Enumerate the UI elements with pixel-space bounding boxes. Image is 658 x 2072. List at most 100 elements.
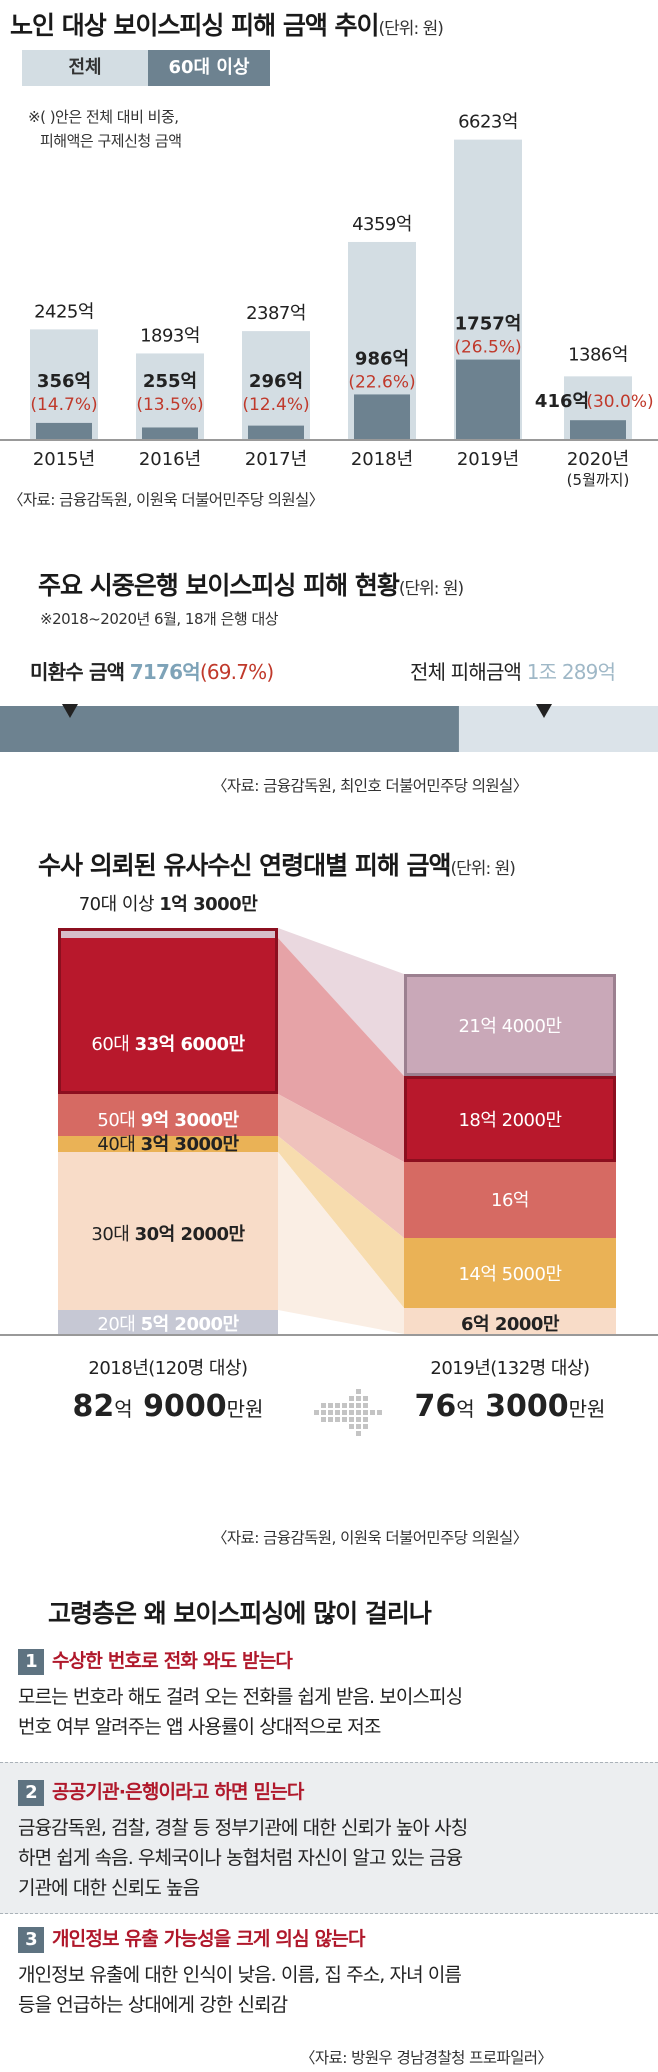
left-50-label: 50대 9억 3000만 bbox=[97, 1110, 239, 1131]
right-40-label: 14억 5000만 bbox=[458, 1264, 561, 1285]
ribbon-50 bbox=[278, 1094, 404, 1238]
right-70-frame bbox=[404, 974, 616, 1076]
section2-source: 〈자료: 금융감독원, 최인호 더불어민주당 의원실〉 bbox=[212, 777, 528, 795]
total-bar-2 bbox=[242, 331, 310, 439]
reason-3-line1: 개인정보 유출에 대한 인식이 낮음. 이름, 집 주소, 자녀 이름 bbox=[18, 1964, 462, 1986]
year-label-5: 2020년 bbox=[567, 449, 629, 470]
left-60-label: 60대 33억 6000만 bbox=[91, 1034, 245, 1055]
left-40-label: 40대 3억 3000만 bbox=[97, 1134, 239, 1155]
right-30-label: 6억 2000만 bbox=[461, 1314, 560, 1335]
unrefunded-marker bbox=[62, 704, 78, 718]
reason-1: 1 수상한 번호로 전화 와도 받는다 모르는 번호라 해도 걸려 오는 전화를 … bbox=[0, 1640, 658, 1762]
section2-title: 주요 시중은행 보이스피싱 피해 현황(단위: 원) bbox=[38, 571, 464, 600]
section4-source: 〈자료: 방원우 경남경찰청 프로파일러〉 bbox=[300, 2049, 553, 2067]
section3-title: 수사 의뢰된 유사수신 연령대별 피해 금액(단위: 원) bbox=[38, 851, 516, 880]
right-60-frame bbox=[404, 1076, 616, 1162]
section3-source: 〈자료: 금융감독원, 이원욱 더불어민주당 의원실〉 bbox=[212, 1529, 528, 1547]
total-label-4: 6623억 bbox=[458, 112, 518, 133]
share-label-0: (14.7%) bbox=[30, 395, 97, 415]
sixties-label-3: 986억 bbox=[355, 348, 409, 369]
reason-3-header: 3 개인정보 유출 가능성을 크게 의심 않는다 bbox=[18, 1924, 365, 1953]
reason-1-number: 1 bbox=[18, 1649, 44, 1675]
total-damage-value: 1조 289억 bbox=[526, 660, 616, 684]
year-label-0: 2015년 bbox=[33, 449, 95, 470]
reason-1-head: 수상한 번호로 전화 와도 받는다 bbox=[52, 1650, 293, 1672]
reason-2-header: 2 공공기관·은행이라고 하면 믿는다 bbox=[18, 1777, 304, 1806]
reason-3-number: 3 bbox=[18, 1927, 44, 1953]
total-bar-0 bbox=[30, 329, 98, 439]
right-seg-30 bbox=[404, 1308, 616, 1334]
left-60-frame bbox=[58, 928, 278, 1094]
sixties-label-5: 416억 bbox=[535, 391, 589, 412]
sixties-bar-5 bbox=[570, 420, 626, 439]
right-50-label: 16억 bbox=[491, 1190, 529, 1211]
total-label-5: 1386억 bbox=[568, 344, 628, 365]
left-seg-70 bbox=[58, 928, 278, 938]
right-year: 2019년(132명 대상) bbox=[430, 1358, 589, 1379]
left-seg-60 bbox=[58, 938, 278, 1094]
reason-1-header: 1 수상한 번호로 전화 와도 받는다 bbox=[18, 1646, 293, 1675]
left-year: 2018년(120명 대상) bbox=[88, 1358, 247, 1379]
total-label-group: 전체 피해금액 1조 289억 bbox=[410, 656, 616, 685]
sixties-bar-1 bbox=[142, 427, 198, 439]
bank-damage-bar bbox=[0, 704, 658, 752]
share-label-2: (12.4%) bbox=[242, 395, 309, 415]
section1-title: 노인 대상 보이스피싱 피해 금액 추이(단위: 원) bbox=[10, 11, 444, 40]
reason-2-line1: 금융감독원, 검찰, 경찰 등 정부기관에 대한 신뢰가 높아 사칭 bbox=[18, 1817, 468, 1839]
reason-1-line2: 번호 여부 알려주는 앱 사용률이 상대적으로 저조 bbox=[18, 1716, 381, 1738]
section3-unit: (단위: 원) bbox=[450, 859, 516, 879]
ribbon-40 bbox=[278, 1136, 404, 1308]
share-label-3: (22.6%) bbox=[348, 372, 415, 392]
share-label-4: (26.5%) bbox=[454, 338, 521, 358]
section1-legend: 전체 60대 이상 bbox=[22, 50, 270, 86]
right-seg-70 bbox=[404, 974, 616, 1076]
section1-unit: (단위: 원) bbox=[378, 19, 444, 39]
year-label-2: 2017년 bbox=[245, 449, 307, 470]
sixties-bar-0 bbox=[36, 422, 92, 439]
reason-3-line2: 등을 언급하는 상대에게 강한 신뢰감 bbox=[18, 1994, 288, 2016]
left-seg-40 bbox=[58, 1136, 278, 1152]
reason-1-line1: 모르는 번호라 해도 걸려 오는 전화를 쉽게 받음. 보이스피싱 bbox=[18, 1686, 463, 1708]
year-label-1: 2016년 bbox=[139, 449, 201, 470]
right-seg-60 bbox=[404, 1076, 616, 1162]
left-total: 82억 9000만원 bbox=[73, 1389, 264, 1424]
sixties-label-2: 296억 bbox=[249, 371, 303, 392]
ribbon-70 bbox=[278, 928, 404, 1076]
share-label-1: (13.5%) bbox=[136, 395, 203, 415]
reason-2-head: 공공기관·은행이라고 하면 믿는다 bbox=[52, 1781, 304, 1803]
sixties-label-4: 1757억 bbox=[455, 314, 522, 335]
ribbon-60 bbox=[278, 938, 404, 1162]
right-seg-50 bbox=[404, 1162, 616, 1238]
left-70-label: 70대 이상 1억 3000만 bbox=[79, 894, 258, 915]
sixties-bar-3 bbox=[354, 394, 410, 439]
reason-3-head: 개인정보 유출 가능성을 크게 의심 않는다 bbox=[52, 1928, 365, 1950]
reason-2: 2 공공기관·은행이라고 하면 믿는다 금융감독원, 검찰, 경찰 등 정부기관에… bbox=[0, 1762, 658, 1914]
reason-2-line3: 기관에 대한 신뢰도 높음 bbox=[18, 1877, 200, 1899]
left-20-label: 20대 5억 2000만 bbox=[97, 1314, 239, 1335]
total-label-2: 2387억 bbox=[246, 303, 306, 324]
section1-note-line2: 피해액은 구제신청 금액 bbox=[40, 132, 182, 150]
sixties-bar-4 bbox=[456, 359, 520, 439]
unrefunded-value: 7176억 bbox=[129, 660, 201, 684]
section1-source: 〈자료: 금융감독원, 이원욱 더불어민주당 의원실〉 bbox=[8, 491, 324, 509]
left-30-label: 30대 30억 2000만 bbox=[91, 1224, 245, 1245]
age-damage-chart: 70대 이상 1억 3000만 60대 33억 6000만 50대 9억 3000만… bbox=[0, 894, 658, 1436]
section4-title: 고령층은 왜 보이스피싱에 많이 걸리나 bbox=[48, 1599, 432, 1628]
right-seg-40 bbox=[404, 1238, 616, 1308]
total-bar-1 bbox=[136, 353, 204, 439]
right-70-label: 21억 4000만 bbox=[458, 1016, 561, 1037]
legend-total: 전체 bbox=[22, 50, 148, 86]
total-label-3: 4359억 bbox=[352, 214, 412, 235]
total-damage-label: 전체 피해금액 bbox=[410, 660, 522, 684]
year-label-3: 2018년 bbox=[351, 449, 413, 470]
legend-sixties: 60대 이상 bbox=[148, 50, 270, 86]
left-seg-20 bbox=[58, 1310, 278, 1334]
left-seg-50 bbox=[58, 1094, 278, 1136]
unrefunded-label-group: 미환수 금액 7176억(69.7%) bbox=[30, 656, 274, 685]
sixties-label-0: 356억 bbox=[37, 371, 91, 392]
dotted-arrow-icon bbox=[314, 1389, 382, 1436]
ribbon-30 bbox=[278, 1152, 404, 1334]
unrefunded-label: 미환수 금액 bbox=[30, 660, 125, 684]
total-label-0: 2425억 bbox=[34, 301, 94, 322]
total-marker bbox=[536, 704, 552, 718]
